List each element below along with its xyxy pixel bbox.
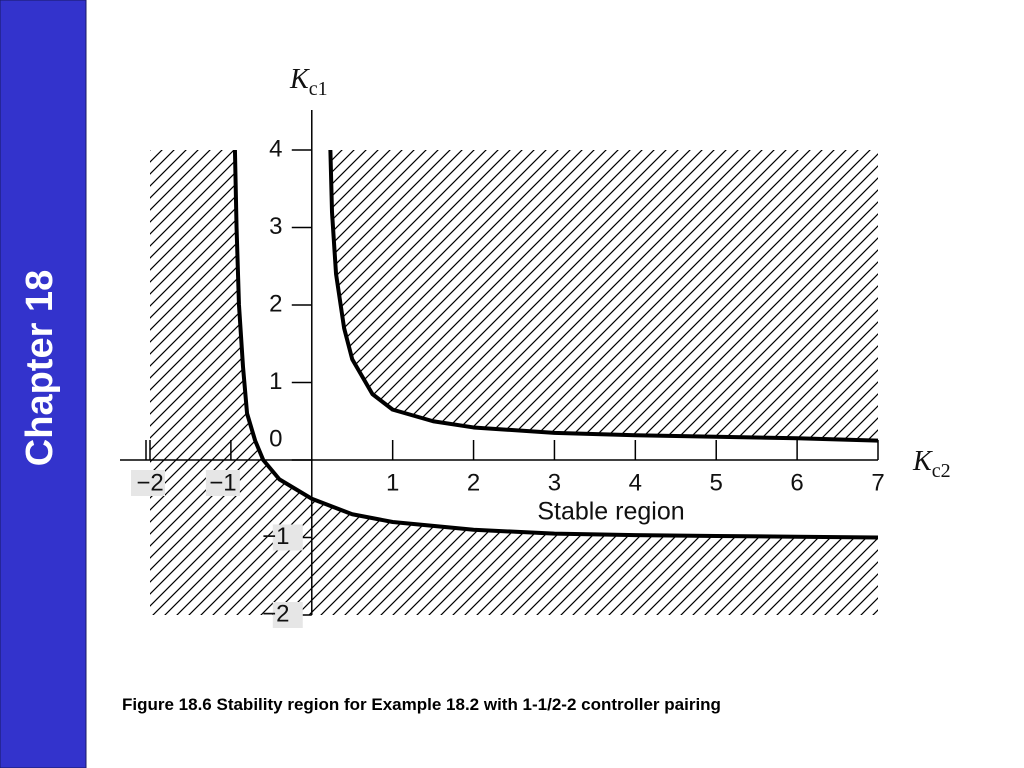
sidebar-label: Chapter 18 (19, 270, 61, 466)
annotation: Stable region (537, 498, 684, 526)
ylabel-label: Kc1 (289, 64, 328, 100)
label-highlight (131, 470, 165, 496)
x-tick-label: 2 (467, 469, 480, 496)
label-highlight (272, 524, 303, 551)
unstable-region (150, 150, 878, 615)
label-highlight (272, 602, 303, 628)
x-tick-label: 5 (710, 469, 723, 496)
sidebar (0, 0, 87, 768)
x-tick-label: 4 (629, 469, 642, 496)
x-tick-label: 3 (548, 469, 561, 496)
x-tick-label: 1 (386, 469, 399, 496)
boundary-curve (328, 149, 879, 443)
y-tick-label: 4 (269, 135, 282, 162)
axis-symbol: K (912, 446, 933, 477)
axis-subscript: c1 (309, 78, 328, 100)
x-tick-label: 7 (871, 469, 884, 496)
y-tick-label: 0 (269, 425, 282, 452)
axis-subscript: c2 (932, 460, 951, 482)
y-tick-label: 2 (269, 290, 282, 317)
x-tick-label: −2 (136, 469, 163, 496)
xlabel-label: Kc2 (912, 446, 951, 482)
y-tick-label: −2 (262, 600, 289, 627)
y-tick-label: 3 (269, 213, 282, 240)
label-highlight (205, 470, 240, 496)
y-tick-label: −1 (262, 523, 289, 550)
boundary-curve (232, 149, 879, 540)
y-tick-label: 1 (269, 368, 282, 395)
caption: Figure 18.6 Stability region for Example… (122, 695, 721, 714)
x-tick-label: 6 (790, 469, 803, 496)
x-tick-label: −1 (209, 469, 236, 496)
unstable-region (330, 150, 879, 441)
axis-symbol: K (289, 64, 310, 95)
